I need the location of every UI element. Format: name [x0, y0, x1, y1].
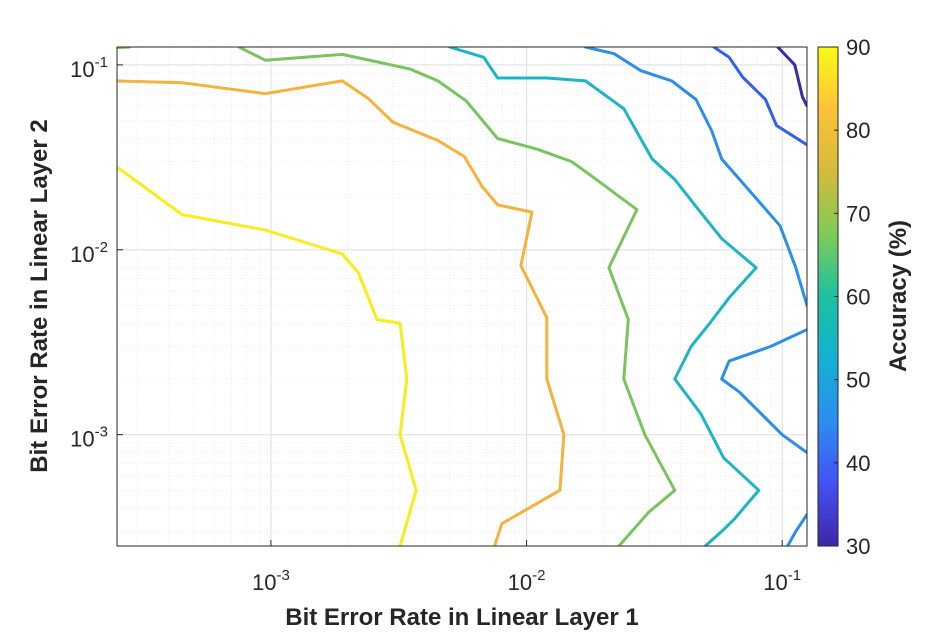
contour-line-40 [712, 47, 807, 147]
plot-background [117, 47, 807, 546]
colorbar-label: Accuracy (%) [885, 220, 912, 372]
x-axis-label: Bit Error Rate in Linear Layer 1 [285, 604, 638, 631]
contour-line-50 [786, 513, 807, 546]
x-tick-label: 10-3 [252, 567, 290, 595]
x-tick-label: 10-2 [508, 567, 546, 595]
y-tick-label: 10-3 [70, 424, 108, 452]
colorbar-tick-label: 50 [846, 368, 870, 393]
colorbar-tick-labels: 90 80 70 60 50 40 30 [834, 35, 870, 559]
colorbar-tick-label: 40 [846, 451, 870, 476]
colorbar-tick-label: 90 [846, 35, 870, 60]
colorbar-tick-label: 30 [846, 534, 870, 559]
contour-line-90 [117, 165, 418, 546]
contour-line-50 [584, 47, 807, 307]
y-tick-labels: 10-1 10-2 10-3 [70, 54, 123, 452]
y-axis-label: Bit Error Rate in Linear Layer 2 [26, 119, 53, 472]
x-tick-label: 10-1 [763, 567, 801, 595]
y-tick-label: 10-1 [70, 54, 108, 82]
x-tick-labels: 10-3 10-2 10-1 [252, 540, 801, 595]
contour-line-60 [448, 47, 761, 546]
colorbar-tick-label: 70 [846, 201, 870, 226]
contour-lines [117, 47, 807, 546]
contour-line-70 [237, 47, 677, 546]
colorbar-tick-label: 80 [846, 118, 870, 143]
contour-line-50 [720, 328, 807, 455]
plot-frame [116, 46, 808, 547]
contour-line-80 [117, 79, 566, 546]
contour-line-30 [776, 47, 807, 108]
grid-lines [117, 47, 807, 546]
colorbar-tick-label: 60 [846, 285, 870, 310]
y-tick-label: 10-2 [70, 239, 108, 267]
